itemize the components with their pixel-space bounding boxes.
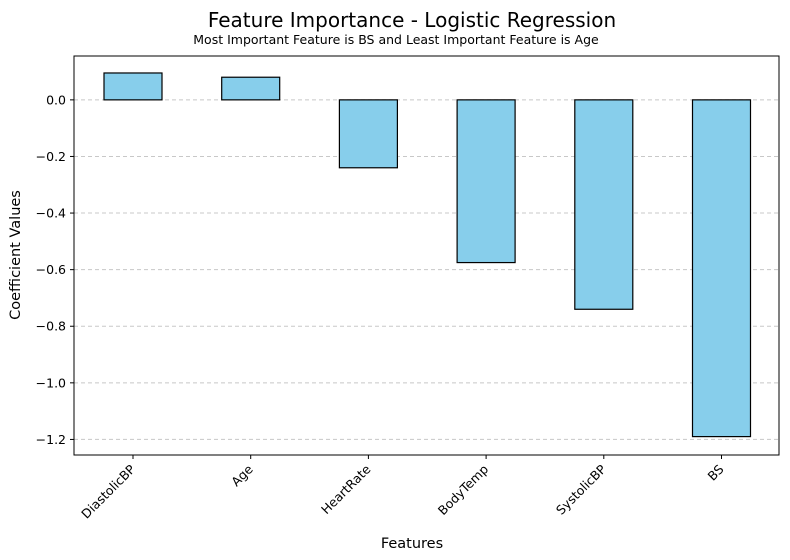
- y-axis-label: Coefficient Values: [8, 190, 24, 320]
- bar-age: [221, 76, 281, 101]
- bar-systolicbp: [574, 99, 634, 310]
- x-tick-label: BodyTemp: [435, 461, 492, 518]
- chart-title: Feature Importance - Logistic Regression: [208, 8, 616, 32]
- y-tick-label: −1.0: [36, 375, 66, 390]
- plot-frame: [73, 55, 780, 456]
- y-tick-label: −1.2: [36, 432, 66, 447]
- bars-layer: [103, 72, 752, 438]
- grid-layer: [74, 99, 779, 440]
- x-axis-label: Features: [381, 536, 443, 552]
- y-axis: 0.0 −0.2 −0.4 −0.6 −0.8 −1.0 −1.2: [36, 92, 74, 447]
- x-tick-label: DiastolicBP: [78, 461, 138, 521]
- y-tick-label: −0.8: [36, 319, 66, 334]
- x-tick-label: HeartRate: [318, 461, 374, 517]
- bar-bodytemp: [456, 99, 516, 264]
- bar-bs: [691, 99, 752, 438]
- x-tick-label: SystolicBP: [553, 461, 609, 517]
- y-tick-label: 0.0: [46, 92, 66, 107]
- bar-diastolicbp: [103, 72, 163, 101]
- x-tick-label: BS: [704, 461, 726, 483]
- chart-subtitle: Most Important Feature is BS and Least I…: [193, 32, 599, 47]
- y-tick-label: −0.6: [36, 262, 66, 277]
- y-tick-label: −0.4: [36, 206, 66, 221]
- x-tick-label: Age: [228, 461, 256, 489]
- bar-heartrate: [338, 99, 398, 169]
- y-tick-label: −0.2: [36, 149, 66, 164]
- x-axis: DiastolicBP Age HeartRate BodyTemp SystolicB…: [78, 455, 727, 521]
